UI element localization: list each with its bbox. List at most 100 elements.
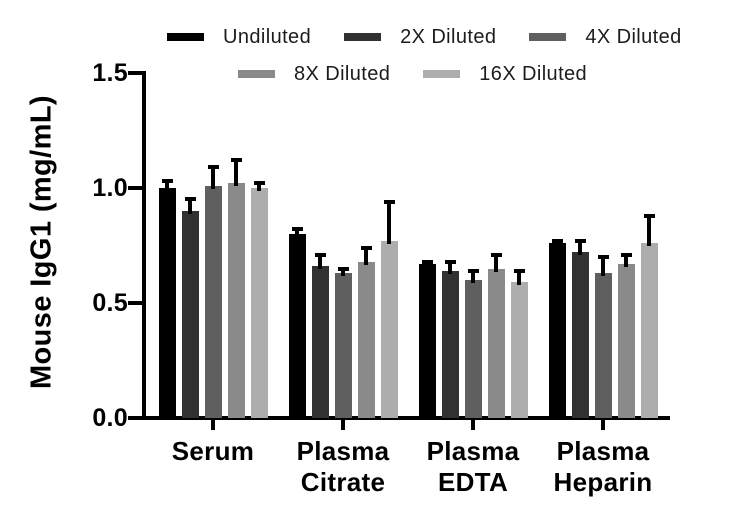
- legend-swatch-icon: [167, 33, 204, 41]
- x-category-label-line: Plasma: [556, 436, 650, 466]
- x-category-label-line: Citrate: [300, 467, 386, 497]
- error-bar-cap: [185, 197, 196, 201]
- y-axis-line: [142, 71, 146, 420]
- y-tick-label: 0.5: [92, 289, 128, 317]
- data-bar: [228, 183, 245, 418]
- error-bar-whisker: [257, 183, 261, 191]
- error-bar-whisker: [555, 241, 559, 246]
- error-bar-cap: [384, 200, 395, 204]
- legend-item-undiluted: Undiluted: [167, 26, 311, 49]
- x-tick: [471, 420, 475, 430]
- x-category-label-line: Plasma: [426, 436, 520, 466]
- legend-label: 16X Diluted: [479, 62, 588, 85]
- error-bar-whisker: [425, 262, 429, 267]
- x-tick: [211, 420, 215, 430]
- error-bar-cap: [468, 269, 479, 273]
- data-bar: [182, 211, 199, 418]
- legend-label: Undiluted: [223, 25, 312, 48]
- legend-item-8x-diluted: 8X Diluted: [238, 63, 390, 86]
- x-category-label: Plasma EDTA: [398, 436, 548, 498]
- data-bar: [511, 282, 528, 418]
- x-tick: [341, 420, 345, 430]
- error-bar-cap: [315, 253, 326, 257]
- error-bar-cap: [621, 253, 632, 257]
- error-bar-whisker: [471, 271, 475, 283]
- error-bar-whisker: [517, 271, 521, 285]
- x-category-label-line: EDTA: [437, 467, 509, 497]
- legend-item-2x-diluted: 2X Diluted: [344, 26, 496, 49]
- x-category-label-line: Plasma: [296, 436, 390, 466]
- data-bar: [465, 280, 482, 418]
- error-bar-cap: [445, 260, 456, 264]
- data-bar: [419, 264, 436, 418]
- legend-row: 8X Diluted 16X Diluted: [238, 61, 620, 87]
- data-bar: [618, 264, 635, 418]
- data-bar: [312, 266, 329, 418]
- y-tick-label: 1.0: [92, 174, 128, 202]
- x-category-label: Plasma Citrate: [268, 436, 418, 498]
- legend-label: 2X Diluted: [400, 25, 497, 48]
- data-bar: [595, 273, 612, 418]
- x-category-label: Serum: [138, 436, 288, 467]
- error-bar-whisker: [165, 181, 169, 191]
- error-bar-whisker: [364, 248, 368, 265]
- legend-label: 4X Diluted: [585, 25, 682, 48]
- error-bar-whisker: [341, 269, 345, 276]
- legend-swatch-icon: [529, 33, 567, 41]
- error-bar-whisker: [295, 229, 299, 237]
- data-bar: [335, 273, 352, 418]
- error-bar-cap: [338, 267, 349, 271]
- error-bar-cap: [361, 246, 372, 250]
- legend-item-16x-diluted: 16X Diluted: [423, 63, 587, 86]
- data-bar: [381, 241, 398, 418]
- error-bar-cap: [644, 214, 655, 218]
- y-tick: [128, 416, 142, 420]
- error-bar-cap: [575, 239, 586, 243]
- error-bar-cap: [231, 158, 242, 162]
- error-bar-cap: [254, 181, 265, 185]
- error-bar-whisker: [211, 167, 215, 189]
- error-bar-cap: [162, 179, 173, 183]
- error-bar-whisker: [188, 199, 192, 214]
- error-bar-cap: [491, 253, 502, 257]
- error-bar-cap: [514, 269, 525, 273]
- error-bar-whisker: [578, 241, 582, 255]
- legend-item-4x-diluted: 4X Diluted: [529, 26, 681, 49]
- error-bar-cap: [292, 227, 303, 231]
- x-category-label-line: Heparin: [553, 467, 653, 497]
- error-bar-whisker: [601, 257, 605, 276]
- data-bar: [442, 271, 459, 418]
- error-bar-whisker: [387, 202, 391, 244]
- y-tick: [128, 71, 142, 75]
- data-bar: [572, 252, 589, 418]
- error-bar-whisker: [647, 216, 651, 246]
- error-bar-cap: [208, 165, 219, 169]
- x-axis-line: [142, 416, 670, 420]
- y-tick-label: 0.0: [92, 404, 128, 432]
- x-tick: [601, 420, 605, 430]
- data-bar: [358, 262, 375, 418]
- data-bar: [159, 188, 176, 418]
- data-bar: [289, 234, 306, 418]
- error-bar-cap: [598, 255, 609, 259]
- data-bar: [641, 243, 658, 418]
- x-category-label-line: Serum: [171, 436, 255, 466]
- data-bar: [488, 269, 505, 418]
- y-tick-label: 1.5: [92, 59, 128, 87]
- legend-swatch-icon: [423, 70, 461, 78]
- error-bar-cap: [422, 260, 433, 264]
- error-bar-whisker: [318, 255, 322, 269]
- error-bar-whisker: [448, 262, 452, 274]
- error-bar-whisker: [624, 255, 628, 267]
- legend-swatch-icon: [238, 70, 275, 78]
- error-bar-cap: [552, 239, 563, 243]
- error-bar-whisker: [234, 160, 238, 186]
- error-bar-whisker: [494, 255, 498, 272]
- y-tick: [128, 301, 142, 305]
- legend-label: 8X Diluted: [294, 62, 391, 85]
- y-axis-title: Mouse IgG1 (mg/mL): [25, 95, 58, 389]
- y-tick: [128, 186, 142, 190]
- data-bar: [549, 243, 566, 418]
- legend-row: Undiluted 2X Diluted 4X Diluted: [167, 24, 715, 50]
